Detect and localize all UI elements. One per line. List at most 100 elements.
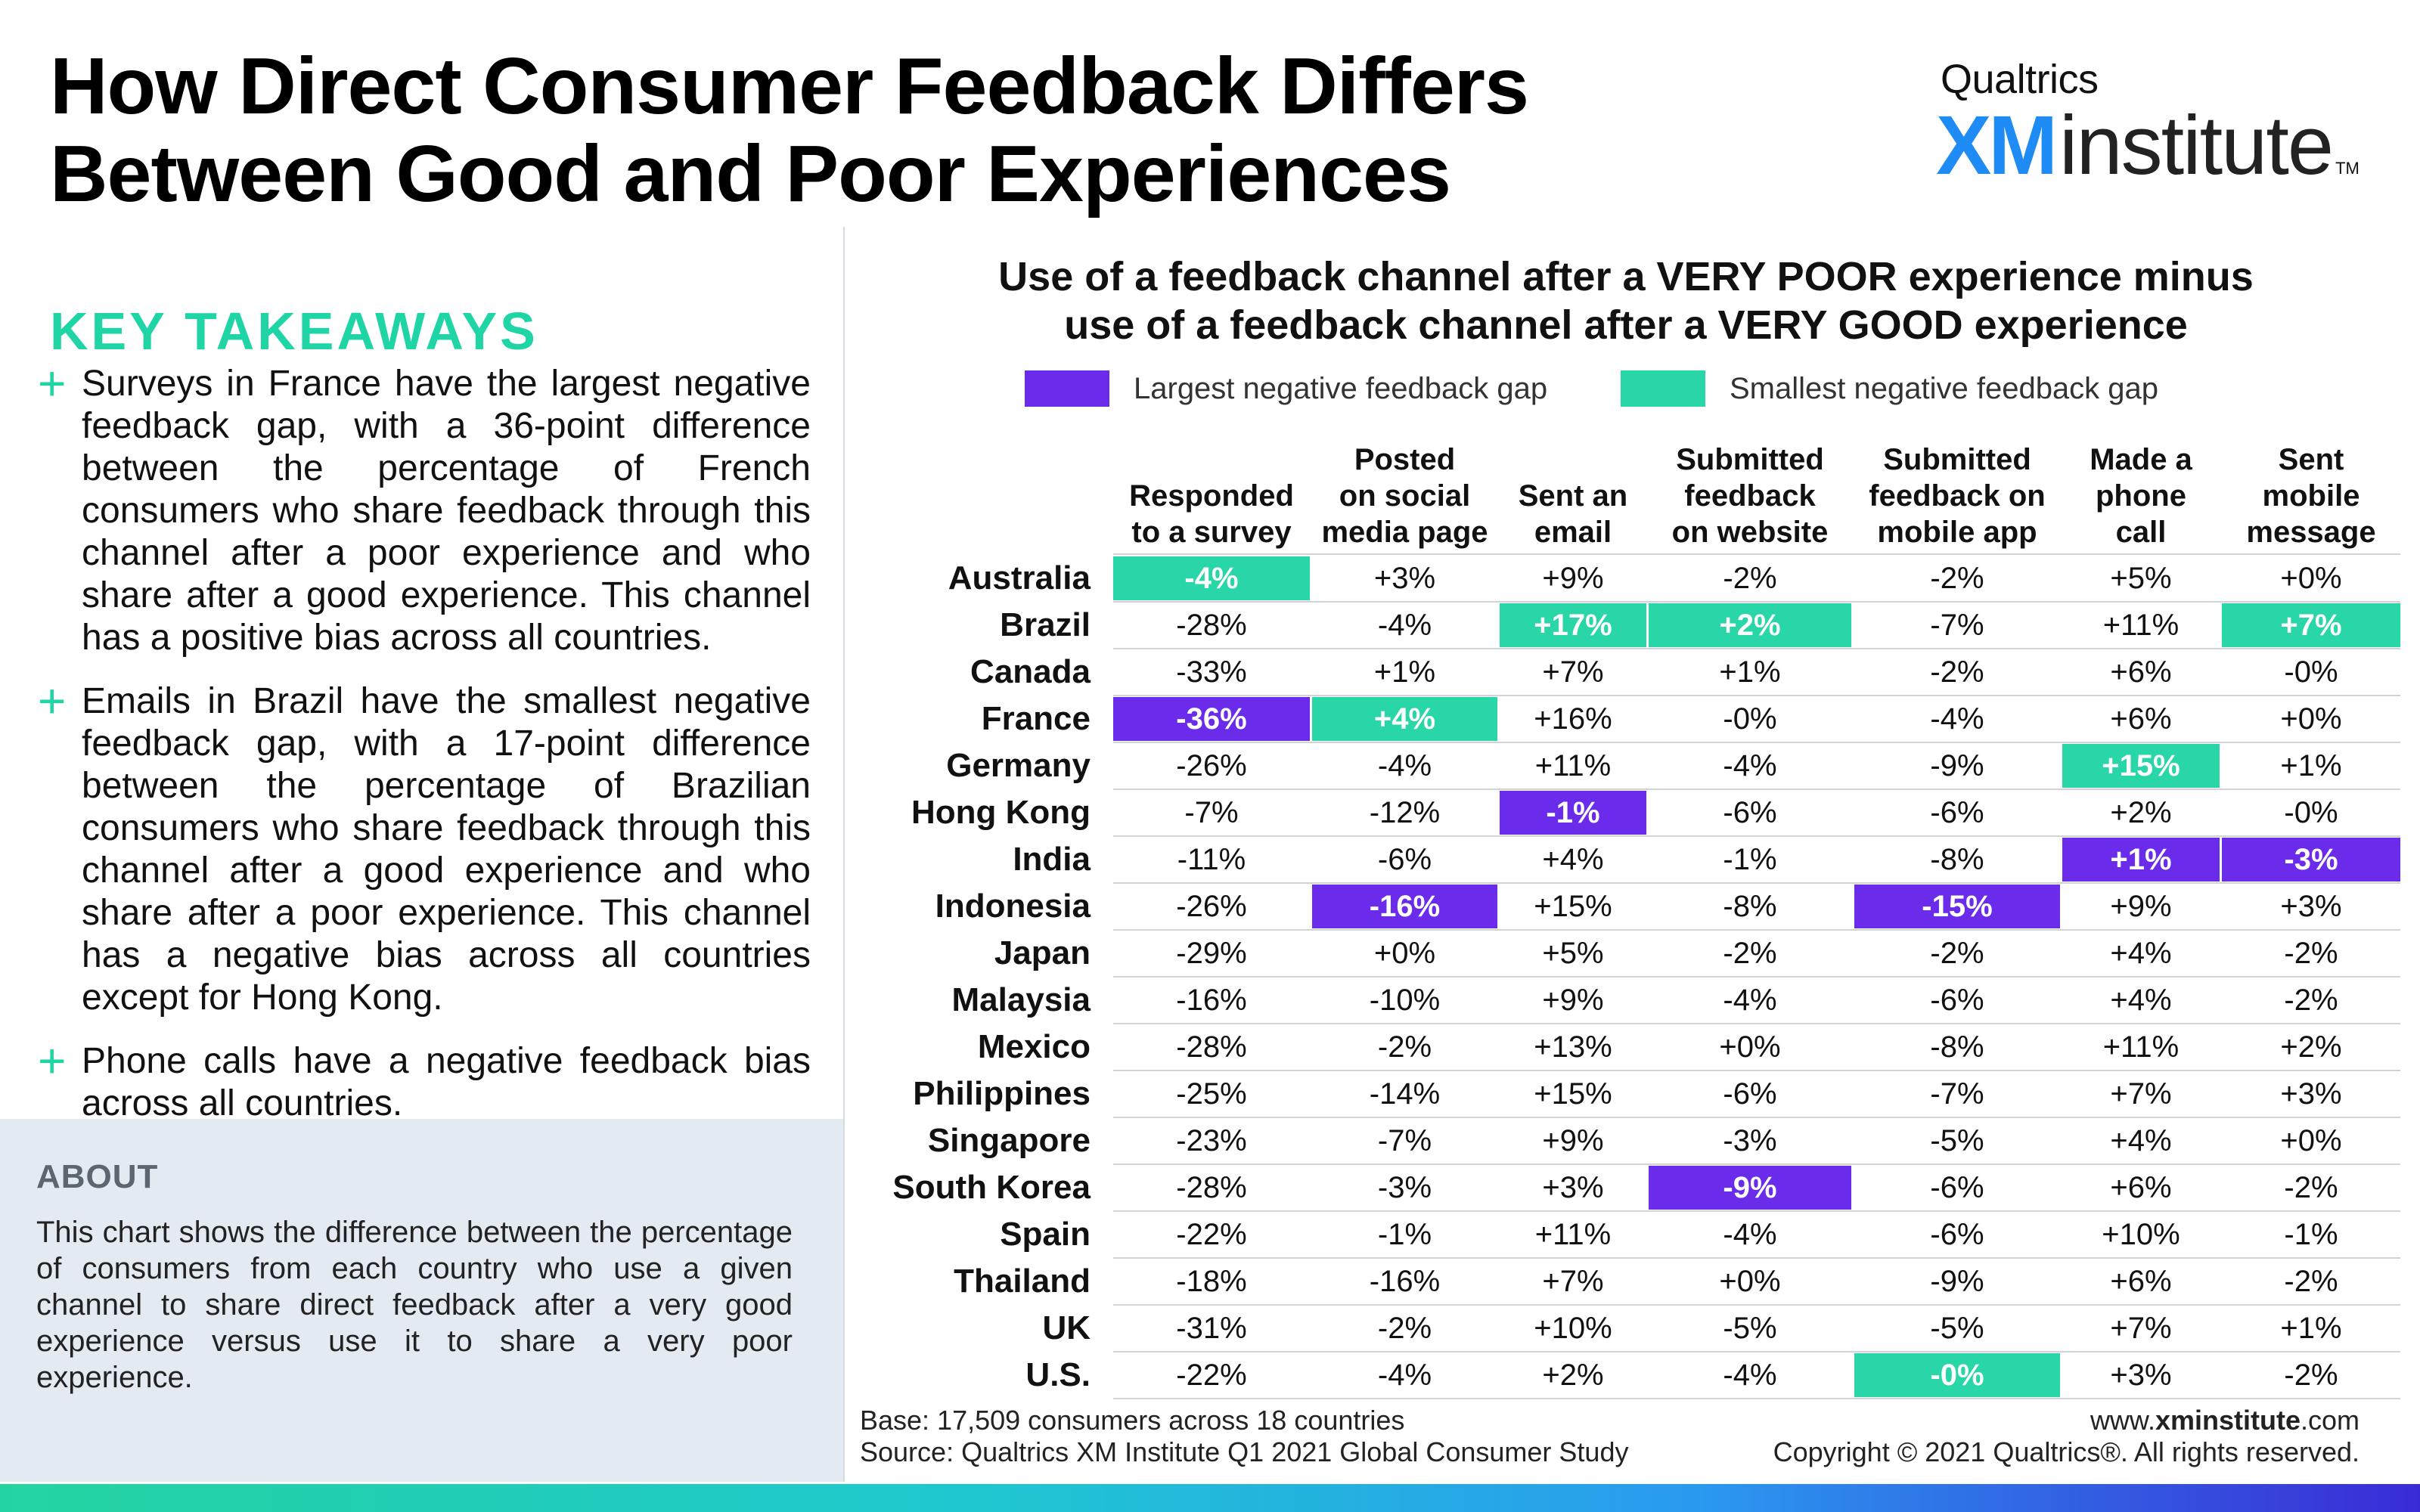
table-cell: +15% bbox=[1534, 890, 1612, 923]
table-cell: +7% bbox=[1542, 1265, 1604, 1298]
column-header-line: Posted bbox=[1354, 443, 1456, 476]
table-cell: -3% bbox=[2222, 838, 2400, 881]
footer-url[interactable]: www.xminstitute.com bbox=[1773, 1405, 2360, 1436]
page-title-line1: How Direct Consumer Feedback Differs bbox=[50, 42, 1529, 131]
row-label: UK bbox=[1042, 1309, 1091, 1346]
table-cell: +1% bbox=[1719, 655, 1781, 689]
column-header: Sent an email bbox=[1500, 478, 1646, 550]
url-bold: xminstitute bbox=[2155, 1405, 2301, 1436]
table-cell: +1% bbox=[1373, 655, 1436, 689]
table-cell: +3% bbox=[2280, 890, 2342, 923]
row-divider bbox=[1113, 601, 2400, 603]
table-cell: +0% bbox=[2280, 702, 2342, 736]
table-cell: -6% bbox=[1930, 796, 1984, 829]
takeaway-text: Surveys in France have the largest negat… bbox=[82, 364, 811, 658]
table-cell: -2% bbox=[1930, 937, 1984, 970]
column-header-line: mobile app bbox=[1877, 516, 2037, 549]
table-cell: +11% bbox=[2102, 1030, 2180, 1064]
table-cell: -16% bbox=[1176, 984, 1247, 1017]
table-cell: -5% bbox=[1930, 1124, 1984, 1157]
table-cell: -12% bbox=[1369, 796, 1441, 829]
table-cell: +2% bbox=[2110, 796, 2172, 829]
takeaway-text: Phone calls have a negative feedback bia… bbox=[82, 1041, 811, 1123]
row-divider bbox=[1113, 1023, 2400, 1024]
logo-brand: Qualtrics bbox=[1941, 57, 2099, 102]
table-cell: -18% bbox=[1176, 1265, 1247, 1298]
table-cell: -16% bbox=[1312, 885, 1497, 928]
table-cell: +5% bbox=[1542, 937, 1604, 970]
table-cell: -7% bbox=[1930, 1077, 1984, 1111]
page-title-line2: Between Good and Poor Experiences bbox=[50, 129, 1451, 218]
column-header-line: message bbox=[2246, 516, 2376, 549]
row-label: Germany bbox=[946, 747, 1091, 784]
table-cell: -29% bbox=[1176, 937, 1247, 970]
column-header-line: feedback bbox=[1684, 479, 1816, 513]
column-header-line: media page bbox=[1321, 516, 1488, 549]
table-cell: -25% bbox=[1176, 1077, 1247, 1111]
row-label: Brazil bbox=[1000, 606, 1091, 643]
row-label: Philippines bbox=[913, 1075, 1091, 1112]
table-cell: +7% bbox=[2222, 603, 2400, 647]
table-cell: +11% bbox=[2102, 609, 2180, 642]
column-header-line: Sent bbox=[2278, 443, 2344, 476]
table-cell: +9% bbox=[1542, 1124, 1604, 1157]
table-cell: -6% bbox=[1723, 1077, 1777, 1111]
table-cell: +0% bbox=[2280, 1124, 2342, 1157]
column-header-line: mobile bbox=[2262, 479, 2360, 513]
plus-icon: + bbox=[38, 674, 67, 728]
row-divider bbox=[1113, 882, 2400, 884]
row-label: India bbox=[1013, 841, 1091, 878]
table-cell: -2% bbox=[1377, 1312, 1432, 1345]
table-cell: -23% bbox=[1176, 1124, 1247, 1157]
table-cell: +9% bbox=[1542, 984, 1604, 1017]
table-cell: -7% bbox=[1930, 609, 1984, 642]
table-cell: -15% bbox=[1854, 885, 2060, 928]
table-cell: +3% bbox=[1373, 562, 1436, 595]
column-header-line: to a survey bbox=[1131, 516, 1292, 549]
table-cell: +10% bbox=[2102, 1218, 2180, 1251]
table-cell: -4% bbox=[1723, 1359, 1777, 1392]
table-cell: -2% bbox=[2284, 937, 2338, 970]
table-cell: -4% bbox=[1377, 749, 1432, 782]
table-cell: -2% bbox=[1723, 937, 1777, 970]
logo-xm: XM bbox=[1936, 99, 2058, 192]
row-label: Spain bbox=[1000, 1216, 1091, 1253]
table-cell: -4% bbox=[1723, 1218, 1777, 1251]
chart-title-line1: Use of a feedback channel after a VERY P… bbox=[998, 254, 2254, 299]
row-label: Mexico bbox=[977, 1028, 1091, 1065]
table-cell: -6% bbox=[1930, 1218, 1984, 1251]
table-cell: +1% bbox=[2062, 838, 2220, 881]
table-cell: +10% bbox=[1534, 1312, 1612, 1345]
table-cell: -1% bbox=[1500, 791, 1646, 835]
row-label: Hong Kong bbox=[911, 794, 1091, 831]
table-cell: -5% bbox=[1930, 1312, 1984, 1345]
row-divider bbox=[1113, 1070, 2400, 1071]
table-cell: -1% bbox=[2284, 1218, 2338, 1251]
table-cell: +4% bbox=[2110, 937, 2172, 970]
row-label: U.S. bbox=[1025, 1356, 1091, 1393]
table-cell: +2% bbox=[2280, 1030, 2342, 1064]
row-divider bbox=[1113, 1210, 2400, 1212]
table-cell: -26% bbox=[1176, 749, 1247, 782]
row-label: Japan bbox=[994, 934, 1091, 971]
column-header: Submitted feedback on website bbox=[1649, 442, 1851, 550]
table-cell: -0% bbox=[1854, 1353, 2060, 1397]
table-cell: -22% bbox=[1176, 1218, 1247, 1251]
table-cell: -11% bbox=[1177, 843, 1246, 876]
url-suffix: .com bbox=[2300, 1405, 2360, 1436]
table-cell: -4% bbox=[1377, 609, 1432, 642]
table-cell: +6% bbox=[2110, 702, 2172, 736]
table-cell: -2% bbox=[2284, 984, 2338, 1017]
row-label: Australia bbox=[948, 559, 1091, 596]
table-cell: -28% bbox=[1176, 609, 1247, 642]
table-cell: -1% bbox=[1377, 1218, 1432, 1251]
header-divider bbox=[1113, 553, 2400, 555]
row-divider bbox=[1113, 976, 2400, 978]
table-cell: +17% bbox=[1500, 603, 1646, 647]
column-header-line: Responded bbox=[1129, 479, 1294, 513]
column-header-line: phone bbox=[2096, 479, 2186, 513]
table-cell: -9% bbox=[1930, 1265, 1984, 1298]
footer-source-text: Source: Qualtrics XM Institute Q1 2021 G… bbox=[860, 1436, 1629, 1467]
table-cell: +3% bbox=[2280, 1077, 2342, 1111]
table-cell: +7% bbox=[2110, 1312, 2172, 1345]
